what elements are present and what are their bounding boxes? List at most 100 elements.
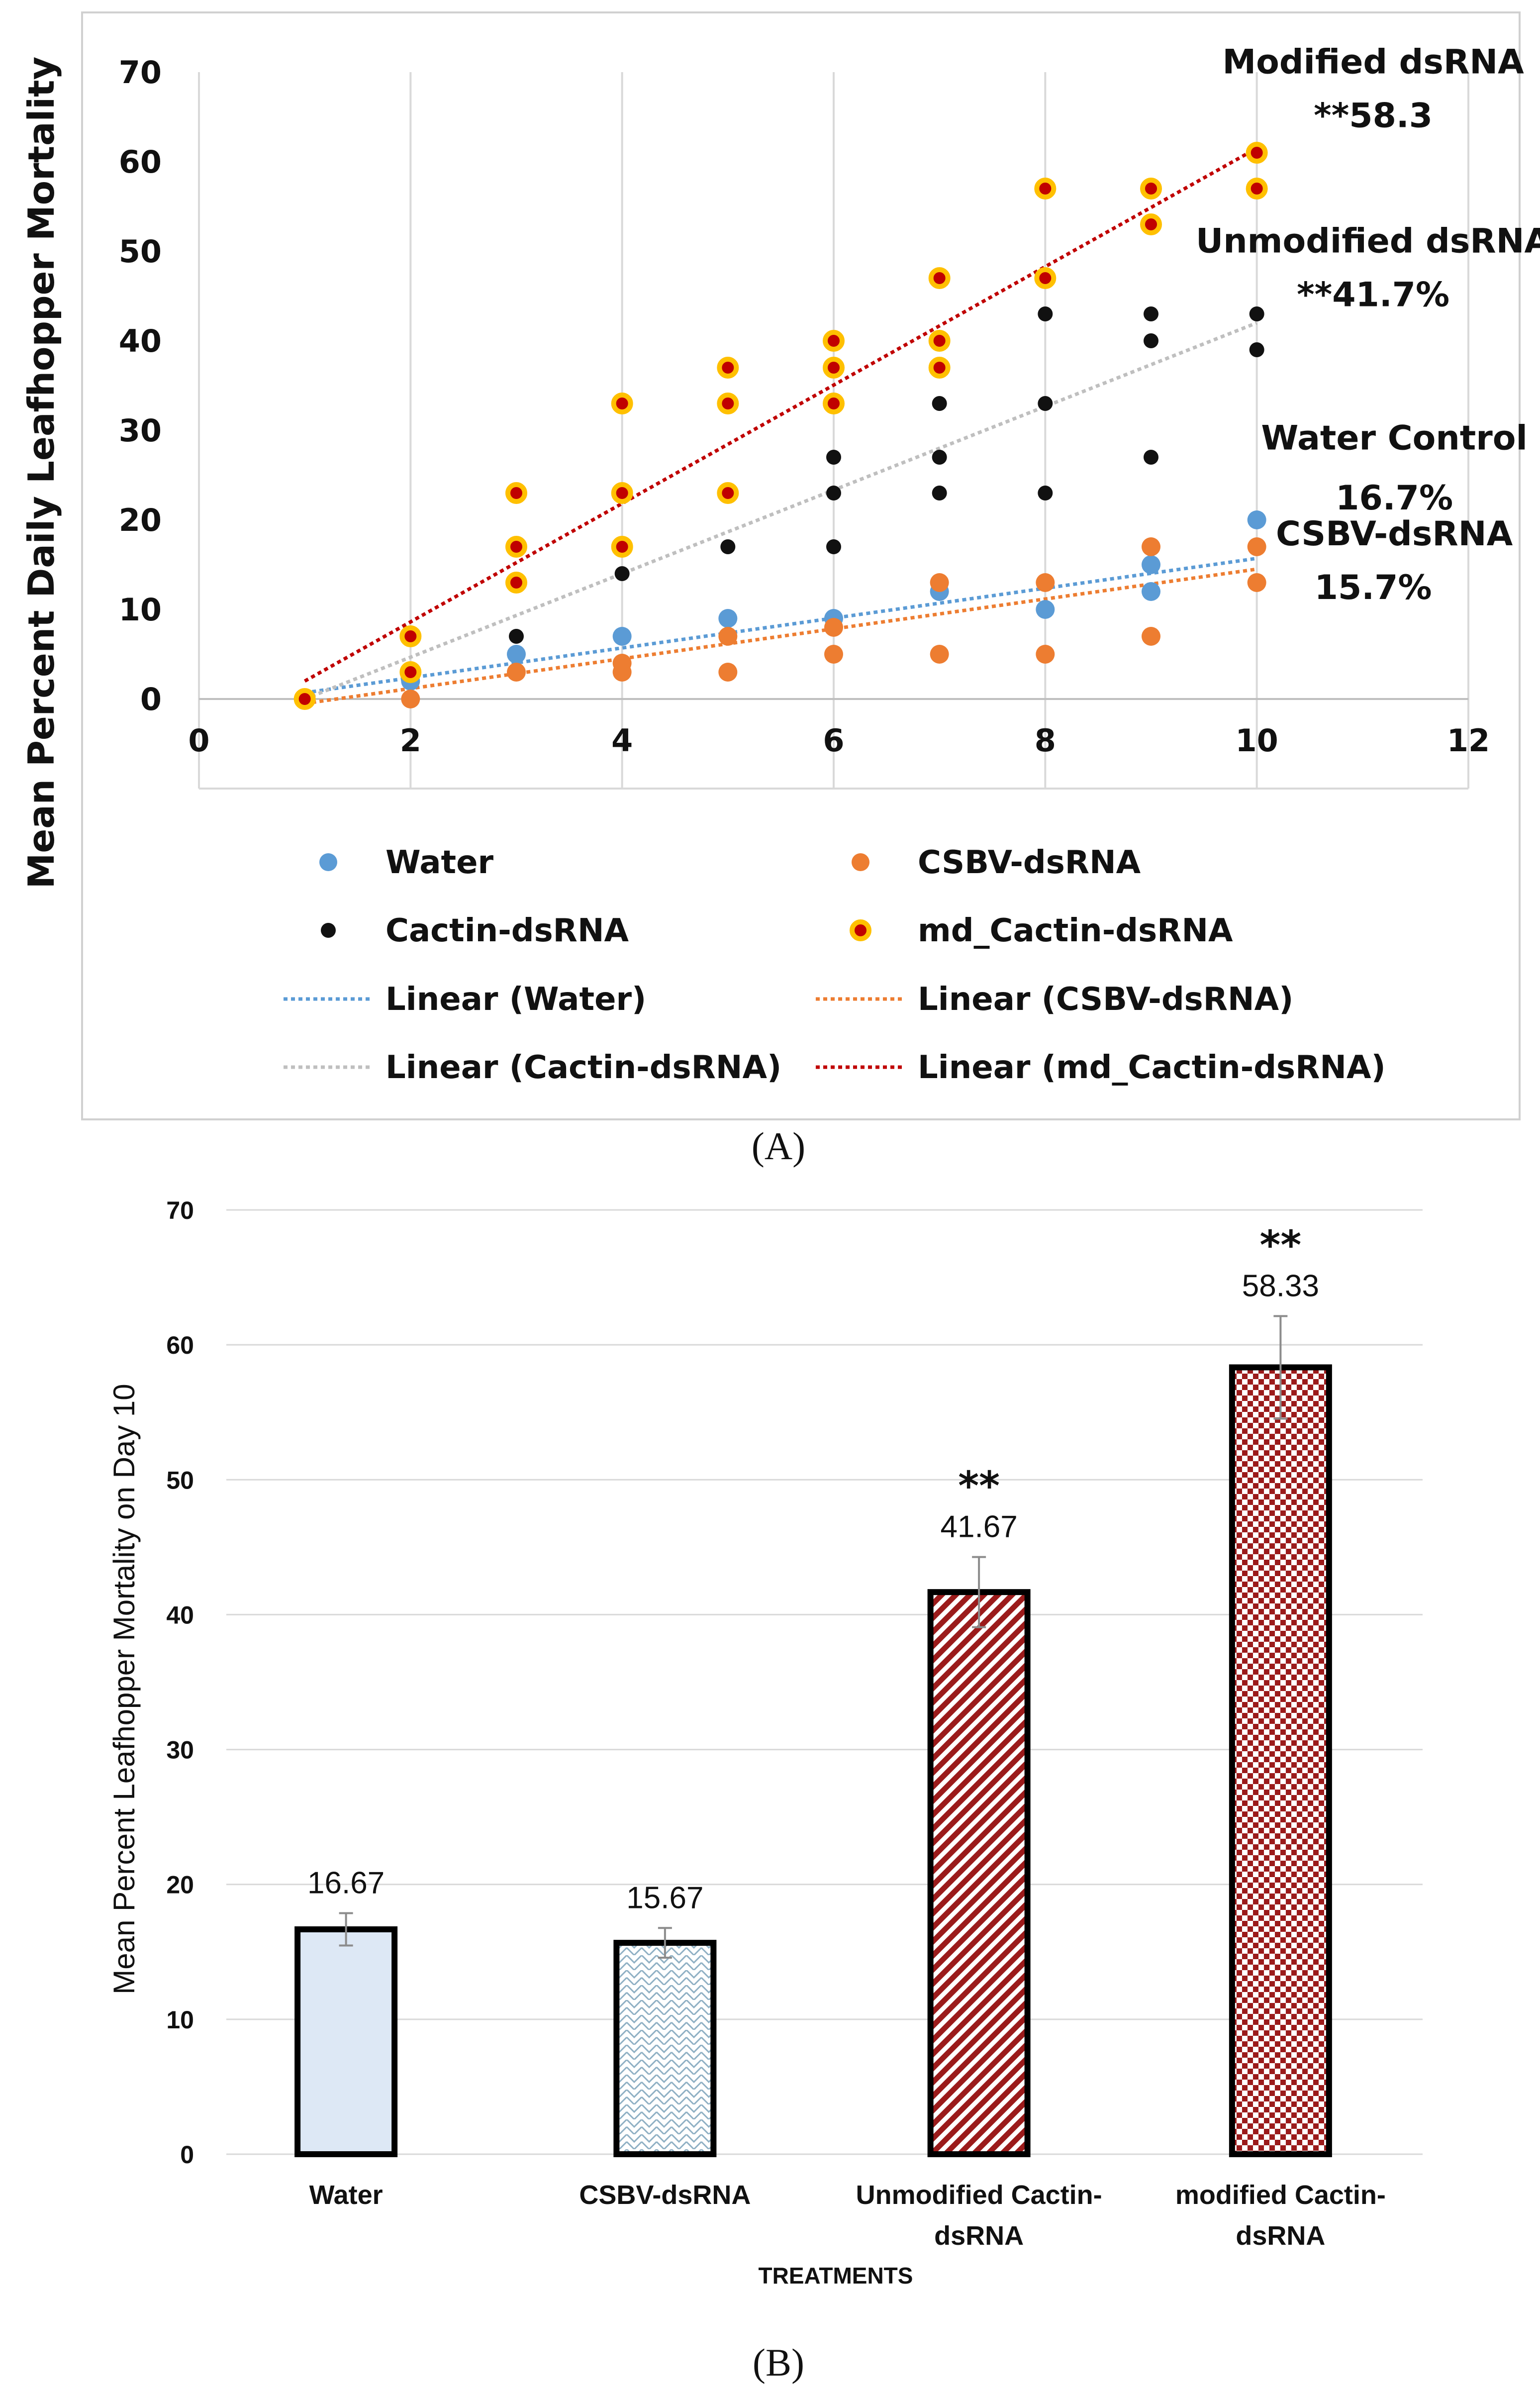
point-cactin-dsrna-16 [1249,342,1264,357]
a-ytick-50: 50 [119,233,162,270]
point-md-cactin-dsrna-15 [928,357,951,379]
point-water-3 [612,627,632,646]
legend-marker-md-cactin [850,919,871,941]
panel-a-points [293,142,1268,710]
point-md-cactin-dsrna-7 [611,482,633,504]
legend-item-linear-md-cactin: Linear (md_Cactin-dsRNA) [816,1049,1386,1086]
a-ytick-0: 0 [140,681,162,717]
value-label-csbv-dsrna: 15.67 [626,1881,703,1915]
legend-label-md-cactin: md_Cactin-dsRNA [918,912,1233,949]
point-md-cactin-dsrna-18 [1034,267,1057,289]
annotation-1: **58.3 [1314,96,1433,135]
category-label-modified-cactin-dsrna-1: dsRNA [1236,2221,1325,2251]
bar-water [294,1926,398,2158]
point-md-cactin-dsrna-4 [505,536,527,558]
panel-b-ylabel: Mean Percent Leafhopper Mortality on Day… [107,1384,141,1994]
a-xtick-10: 10 [1236,722,1278,759]
a-xtick-6: 6 [823,722,844,759]
point-csbv-dsrna-8 [824,645,843,664]
a-ytick-30: 30 [119,412,162,449]
panel-a-annotations: Modified dsRNA **58.3 Unmodified dsRNA **41… [1196,42,1540,607]
point-csbv-dsrna-16 [1247,573,1266,592]
legend-item-linear-csbv: Linear (CSBV-dsRNA) [816,981,1293,1018]
panel-b-gridlines [226,1209,1423,2155]
a-xtick-0: 0 [188,722,209,759]
b-ytick-20: 20 [166,1871,194,1899]
annotation-6: CSBV-dsRNA [1276,514,1513,554]
point-csbv-dsrna-9 [824,618,843,637]
panel-b-bars [294,1315,1332,2158]
category-label-unmodified-cactin-dsrna-0: Unmodified Cactin- [856,2180,1102,2210]
a-ytick-70: 70 [119,54,162,91]
point-md-cactin-dsrna-13 [823,357,845,379]
point-cactin-dsrna-5 [826,486,841,500]
legend-label-linear-water: Linear (Water) [385,981,646,1018]
point-cactin-dsrna-15 [1144,306,1158,321]
panel-a-label: (A) [752,1124,805,1168]
point-md-cactin-dsrna-12 [823,393,845,414]
point-water-4 [718,609,738,628]
panel-a-legend: Water CSBV-dsRNA Cactin-dsRNA md_Cactin-… [284,844,1386,1086]
annotation-5: 16.7% [1336,479,1453,518]
point-md-cactin-dsrna-6 [611,536,633,558]
b-ytick-30: 30 [166,1736,194,1764]
annotation-7: 15.7% [1315,568,1432,607]
point-cactin-dsrna-14 [1144,333,1158,348]
point-md-cactin-dsrna-9 [717,482,739,504]
a-xtick-4: 4 [611,722,633,759]
value-label-modified-cactin-dsrna: 58.33 [1242,1269,1319,1303]
significance-unmodified-cactin-dsrna: ** [958,1463,1000,1509]
point-md-cactin-dsrna-0 [293,688,316,710]
point-csbv-dsrna-17 [1247,537,1266,556]
annotation-0: Modified dsRNA [1222,42,1524,82]
point-csbv-dsrna-14 [1142,627,1160,646]
annotation-2: Unmodified dsRNA [1196,221,1540,261]
point-cactin-dsrna-4 [826,539,841,554]
point-md-cactin-dsrna-16 [928,330,951,352]
panel-b-tick-labels: 0 10 20 30 40 50 60 70 [166,1197,194,2169]
a-ytick-60: 60 [119,144,162,180]
panel-a-ylabel: Mean Percent Daily Leafhopper Mortality [20,57,62,889]
a-xtick-12: 12 [1447,722,1490,759]
a-ytick-40: 40 [119,323,162,359]
b-ytick-60: 60 [166,1331,194,1359]
b-ytick-0: 0 [180,2141,194,2169]
point-md-cactin-dsrna-11 [717,357,739,379]
category-label-csbv-dsrna-0: CSBV-dsRNA [579,2180,751,2210]
point-md-cactin-dsrna-3 [505,572,527,594]
point-cactin-dsrna-7 [932,486,947,500]
a-xtick-2: 2 [400,722,421,759]
trendline-linear-water [304,556,1257,695]
bar-modified-cactin-dsrna [1229,1364,1332,2158]
point-water-11 [1142,582,1160,601]
panel-a-frame [81,11,1521,1120]
a-ytick-10: 10 [119,592,162,628]
panel-b-category-labels: Water CSBV-dsRNA Unmodified Cactin-dsRNA mo… [309,2180,1386,2251]
point-water-9 [1247,510,1266,529]
bar-csbv-dsrna [613,1940,717,2157]
panel-b-label: (B) [753,2341,804,2384]
point-md-cactin-dsrna-5 [505,482,527,504]
point-cactin-dsrna-17 [1249,306,1264,321]
value-label-unmodified-cactin-dsrna: 41.67 [941,1510,1018,1544]
trendline-linear-md-cactin-dsrna [303,146,1258,683]
trendline-linear-cactin-dsrna [304,321,1257,701]
a-xtick-8: 8 [1035,722,1056,759]
b-ytick-10: 10 [166,2006,194,2034]
point-csbv-dsrna-7 [718,627,738,646]
point-csbv-dsrna-15 [1142,537,1160,556]
legend-label-linear-cactin: Linear (Cactin-dsRNA) [385,1049,781,1086]
legend-marker-water [319,853,337,871]
legend-label-cactin: Cactin-dsRNA [385,912,629,949]
point-csbv-dsrna-6 [718,663,738,682]
point-csbv-dsrna-11 [930,573,949,592]
point-md-cactin-dsrna-14 [823,330,845,352]
legend-label-water: Water [385,844,494,881]
point-cactin-dsrna-9 [932,396,947,411]
point-md-cactin-dsrna-22 [1246,178,1268,200]
legend-marker-csbv [852,853,869,871]
annotation-4: Water Control [1261,418,1527,458]
legend-item-csbv: CSBV-dsRNA [852,844,1141,881]
